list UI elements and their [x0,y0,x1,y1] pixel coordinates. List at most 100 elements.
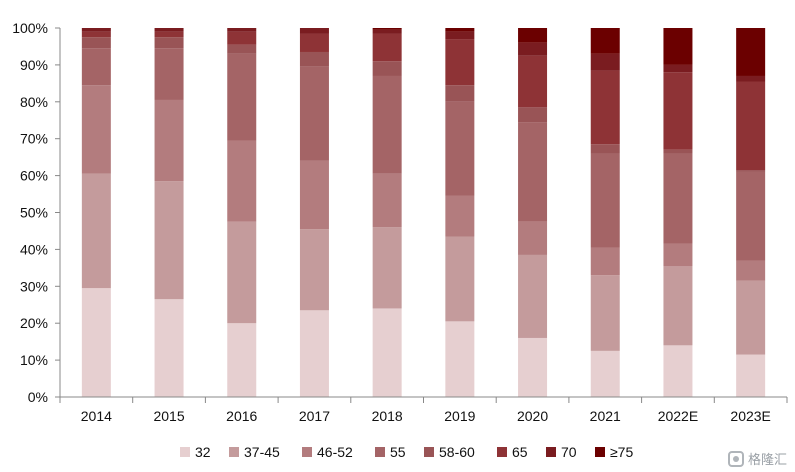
bar-segment-2016-series-4 [227,44,257,54]
legend-item-5: 65 [497,444,528,460]
bar-segment-2020-series-3 [518,122,548,222]
bar-segment-2018-series-5 [372,33,402,62]
bar-stack-2021 [590,28,620,397]
bar-segment-2022E-series-7 [663,28,693,65]
bar-stack-2023E [736,28,766,397]
bar-stack-2018 [372,28,402,397]
legend-item-2: 46-52 [302,444,353,460]
x-tick-label-2019: 2019 [444,408,475,424]
y-tick-label: 80% [20,94,48,110]
bar-stack-2022E [663,28,693,397]
bar-segment-2018-series-6 [372,29,402,34]
legend-label: 32 [195,444,211,460]
legend-swatch [375,447,385,457]
bar-segment-2015-series-3 [154,48,184,100]
legend-label: ≥75 [610,444,633,460]
x-tick-label-2017: 2017 [299,408,330,424]
bar-segment-2023E-series-6 [736,75,766,82]
bar-segment-2021-series-7 [590,28,620,54]
x-tick-label-2021: 2021 [590,408,621,424]
legend-label: 58-60 [439,444,475,460]
bar-segment-2021-series-4 [590,144,620,154]
bar-segment-2018-series-3 [372,75,402,174]
legend-item-3: 55 [375,444,406,460]
bar-segment-2020-series-7 [518,28,548,43]
x-tick-label-2016: 2016 [226,408,257,424]
bar-segment-2018-series-0 [372,308,402,397]
bar-segment-2023E-series-4 [736,170,766,172]
legend-item-4: 58-60 [424,444,475,460]
x-tick-label-2015: 2015 [153,408,184,424]
y-tick-label: 40% [20,241,48,257]
legend-item-0: 32 [180,444,211,460]
bar-stack-2016 [227,28,257,397]
bar-segment-2018-series-7 [372,28,402,30]
bar-segment-2020-series-6 [518,42,548,56]
legend-swatch [546,447,556,457]
bar-stack-2015 [154,28,184,397]
y-axis: 0% 10% 20% 30% 40% 50% 60% 70% 80% 90% 100% [12,20,61,405]
bar-segment-2017-series-3 [299,66,329,161]
bar-segment-2015-series-6 [154,28,184,32]
y-tick-label: 50% [20,205,48,221]
legend-swatch [497,447,507,457]
y-tick-label: 10% [20,352,48,368]
y-tick-label: 90% [20,57,48,73]
bar-segment-2014-series-6 [81,28,111,32]
bar-stack-2014 [81,28,111,397]
bar-segment-2022E-series-0 [663,345,693,397]
y-tick-label: 60% [20,168,48,184]
bar-segment-2015-series-5 [154,31,184,38]
bars [81,28,766,397]
bar-segment-2016-series-5 [227,31,257,45]
bar-segment-2021-series-1 [590,275,620,351]
bar-segment-2022E-series-5 [663,72,693,150]
bar-segment-2023E-series-3 [736,171,766,261]
bar-segment-2014-series-0 [81,288,111,397]
legend-swatch [302,447,312,457]
bar-segment-2017-series-1 [299,229,329,311]
bar-segment-2018-series-4 [372,61,402,76]
bar-segment-2023E-series-5 [736,81,766,171]
bar-segment-2018-series-2 [372,173,402,228]
bar-segment-2014-series-4 [81,37,111,49]
bar-segment-2021-series-3 [590,153,620,248]
bar-segment-2016-series-0 [227,323,257,397]
bar-segment-2018-series-1 [372,227,402,309]
legend-label: 70 [561,444,577,460]
bar-segment-2021-series-2 [590,247,620,276]
watermark: 格隆汇 [727,449,787,468]
bar-segment-2020-series-1 [518,254,548,338]
bar-segment-2019-series-4 [445,85,475,102]
bar-segment-2017-series-0 [299,310,329,397]
bar-segment-2022E-series-6 [663,64,693,73]
bar-segment-2023E-series-7 [736,28,766,76]
legend-swatch [180,447,190,457]
legend-swatch [424,447,434,457]
bar-segment-2016-series-3 [227,53,257,141]
x-tick-label-2022E: 2022E [658,408,698,424]
bar-segment-2022E-series-4 [663,149,693,154]
legend-label: 65 [512,444,528,460]
bar-segment-2017-series-6 [299,28,329,34]
bar-segment-2015-series-0 [154,299,184,397]
bar-segment-2019-series-1 [445,236,475,322]
y-tick-label: 100% [12,20,48,36]
x-axis: 2014 2015 2016 2017 2018 2019 2020 2021 2022E 202… [59,396,788,424]
bar-segment-2019-series-7 [445,28,475,32]
y-tick-label: 30% [20,278,48,294]
bar-stack-2020 [518,28,548,397]
x-tick-label-2023E: 2023E [730,408,770,424]
legend-label: 46-52 [317,444,353,460]
x-tick-label-2014: 2014 [81,408,112,424]
legend-swatch [229,447,239,457]
y-tick-label: 20% [20,315,48,331]
bar-segment-2019-series-6 [445,31,475,40]
legend-item-1: 37-45 [229,444,280,460]
legend-item-7: ≥75 [595,444,633,460]
bar-stack-2019 [445,28,475,397]
bar-segment-2016-series-6 [227,28,257,32]
bar-stack-2017 [299,28,329,397]
x-tick-label-2018: 2018 [372,408,403,424]
bar-segment-2017-series-5 [299,33,329,52]
